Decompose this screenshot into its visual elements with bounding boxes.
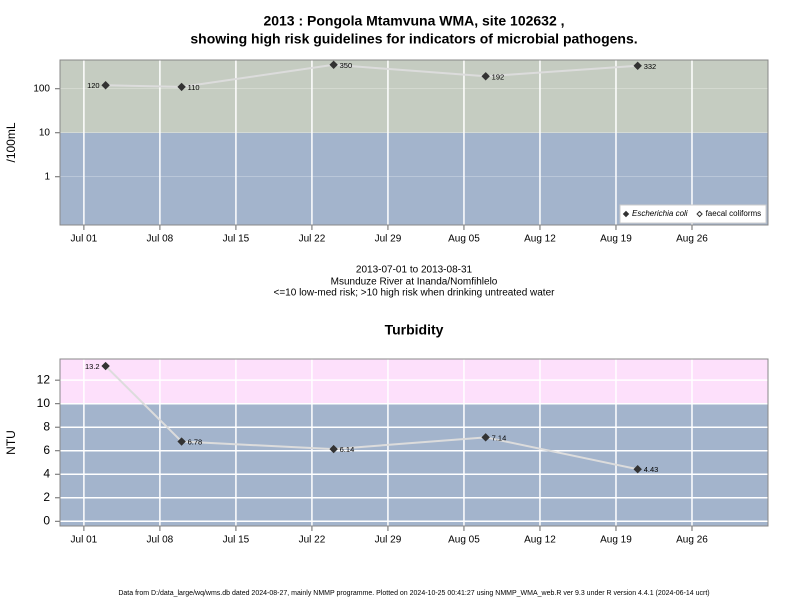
data-point xyxy=(177,437,186,446)
x-tick-label: Aug 05 xyxy=(448,234,480,245)
annotation: 2013-07-01 to 2013-08-31 xyxy=(356,265,473,276)
band-above xyxy=(60,359,768,404)
x-tick-label: Aug 26 xyxy=(676,234,708,245)
data-point xyxy=(101,361,110,371)
y-tick-label: 10 xyxy=(39,127,51,138)
data-point xyxy=(633,61,642,71)
y-tick-label: 1 xyxy=(44,171,50,182)
data-label: 6.14 xyxy=(340,445,355,454)
x-tick-label: Jul 08 xyxy=(147,234,174,245)
data-point xyxy=(101,81,110,90)
data-label: 6.78 xyxy=(188,438,203,447)
x-tick-label: Aug 26 xyxy=(676,535,708,546)
band-above xyxy=(60,60,768,133)
data-point xyxy=(177,82,186,92)
y-tick-label: 8 xyxy=(43,419,50,433)
annotation: Msunduze River at Inanda/Nomfihlelo xyxy=(331,277,498,288)
data-point xyxy=(633,464,642,474)
y-tick-label: 12 xyxy=(37,372,51,386)
footer: Data from D:/data_large/wq/wms.db dated … xyxy=(118,590,709,597)
data-point xyxy=(329,60,338,70)
x-tick-label: Jul 22 xyxy=(299,535,326,546)
y-tick-label: 2 xyxy=(43,490,50,504)
x-tick-label: Jul 29 xyxy=(375,234,402,245)
legend-marker xyxy=(696,210,703,218)
x-tick-label: Jul 22 xyxy=(299,234,326,245)
data-label: 13.2 xyxy=(85,362,100,371)
chart-title: 2013 : Pongola Mtamvuna WMA, site 102632… xyxy=(263,13,564,29)
legend-label: faecal coliforms xyxy=(706,209,762,218)
x-tick-label: Jul 08 xyxy=(147,535,174,546)
legend-marker xyxy=(622,210,630,218)
data-label: 350 xyxy=(340,61,353,70)
data-point xyxy=(481,72,490,81)
x-tick-label: Jul 15 xyxy=(223,234,250,245)
data-label: 4.43 xyxy=(644,465,659,474)
plot-frame xyxy=(59,59,769,226)
data-label: 332 xyxy=(644,62,657,71)
annotation: <=10 low-med risk; >10 high risk when dr… xyxy=(274,288,556,299)
band-below xyxy=(60,403,768,526)
x-tick-label: Jul 01 xyxy=(71,535,98,546)
y-axis-label: NTU xyxy=(4,430,18,455)
x-tick-label: Aug 12 xyxy=(524,234,556,245)
legend-box xyxy=(619,204,767,224)
chart-subtitle: showing high risk guidelines for indicat… xyxy=(190,31,637,47)
x-tick-label: Aug 19 xyxy=(600,234,632,245)
x-tick-label: Aug 19 xyxy=(600,535,632,546)
x-tick-label: Jul 29 xyxy=(375,535,402,546)
y-tick-label: 0 xyxy=(43,513,50,527)
x-tick-label: Jul 15 xyxy=(223,535,250,546)
data-label: 120 xyxy=(87,81,100,90)
x-tick-label: Aug 12 xyxy=(524,535,556,546)
plot-frame xyxy=(59,358,769,527)
y-tick-label: 4 xyxy=(43,466,50,480)
data-label: 192 xyxy=(492,72,505,81)
data-label: 110 xyxy=(188,83,200,92)
chart-title: Turbidity xyxy=(385,322,444,338)
x-tick-label: Jul 01 xyxy=(71,234,98,245)
y-axis-label: /100mL xyxy=(4,122,18,162)
y-tick-label: 100 xyxy=(33,83,50,94)
data-point xyxy=(329,444,338,454)
data-point xyxy=(481,433,490,442)
x-tick-label: Aug 05 xyxy=(448,535,480,546)
y-tick-label: 6 xyxy=(43,443,50,457)
legend-label: Escherichia coli xyxy=(632,209,688,218)
y-tick-label: 10 xyxy=(37,396,51,410)
data-label: 7.14 xyxy=(492,433,507,442)
